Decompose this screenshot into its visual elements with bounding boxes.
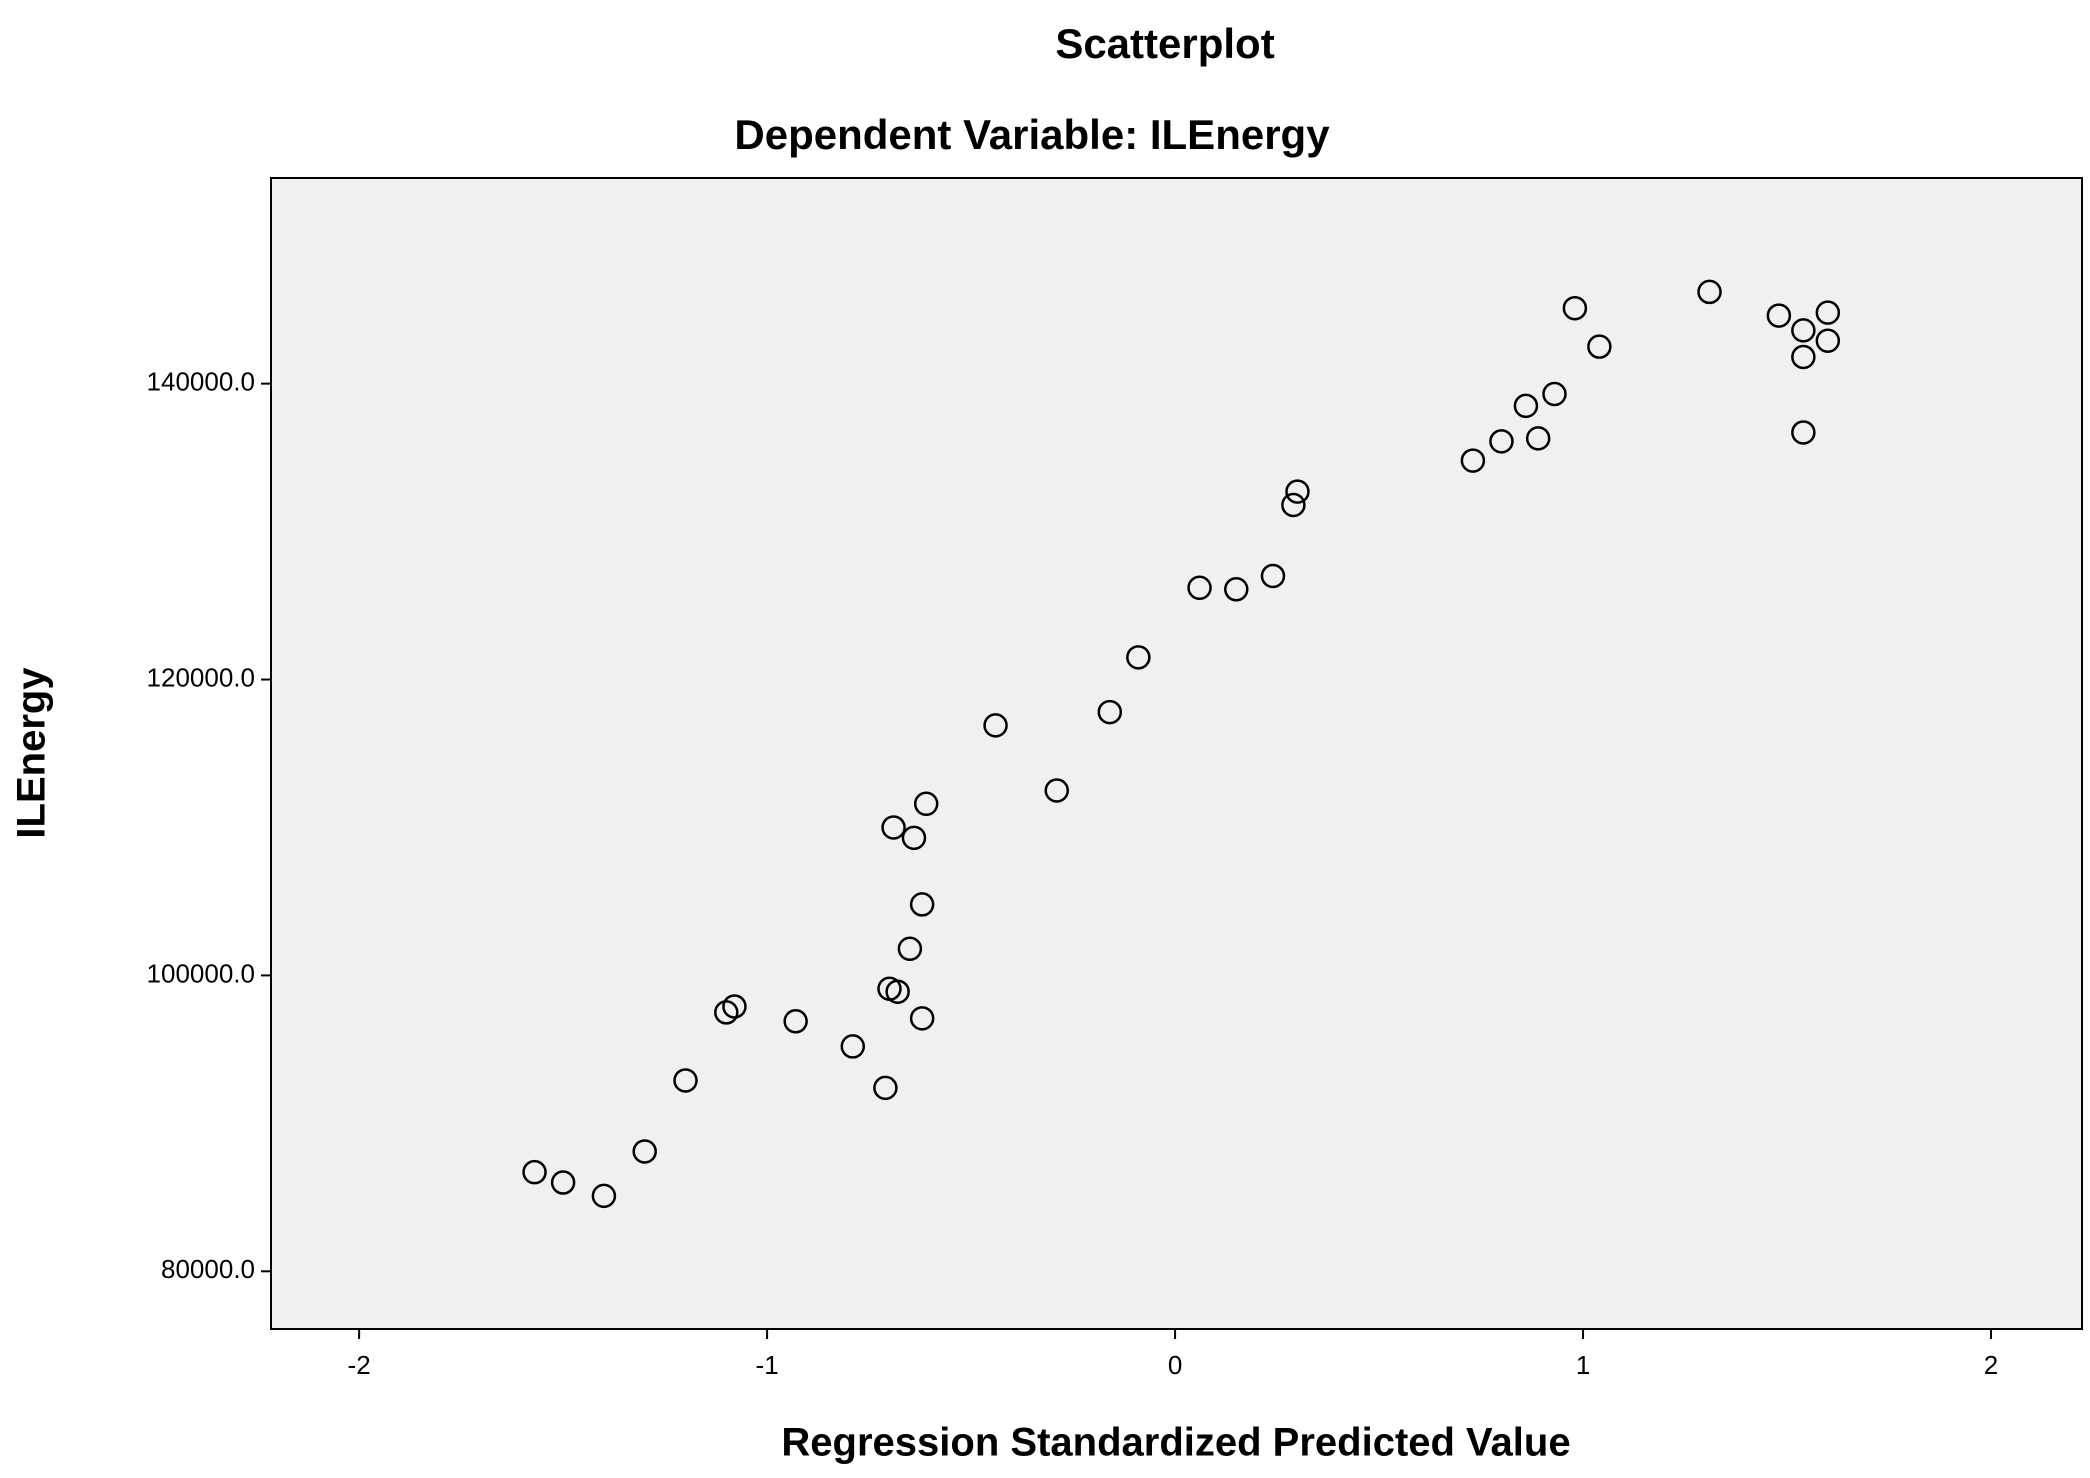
point xyxy=(881,815,906,840)
point xyxy=(1791,344,1816,370)
point xyxy=(522,1159,547,1185)
point xyxy=(1766,303,1792,328)
point xyxy=(1513,393,1539,419)
point xyxy=(840,1034,866,1059)
point xyxy=(897,936,923,962)
point xyxy=(909,1006,935,1031)
point xyxy=(1097,699,1123,725)
point xyxy=(1044,778,1070,803)
point xyxy=(909,892,935,917)
point xyxy=(873,1075,898,1101)
point xyxy=(1542,381,1567,407)
point xyxy=(885,979,910,1004)
point xyxy=(1489,429,1514,454)
y-tick-label: 80000.0 xyxy=(161,1254,255,1284)
x-tick-label: 0 xyxy=(1168,1350,1182,1380)
point xyxy=(783,1009,808,1034)
point xyxy=(632,1139,657,1164)
point xyxy=(983,713,1008,738)
point xyxy=(913,791,939,817)
point xyxy=(722,994,747,1019)
point xyxy=(1587,334,1612,359)
point xyxy=(1815,300,1841,325)
point xyxy=(591,1183,617,1209)
y-tick-label: 100000.0 xyxy=(147,958,255,988)
point xyxy=(1525,426,1551,451)
x-tick-label: 1 xyxy=(1576,1350,1590,1380)
point xyxy=(1187,575,1212,601)
point xyxy=(1460,448,1486,473)
point xyxy=(1697,279,1722,305)
point xyxy=(1791,420,1816,445)
y-tick-label: 140000.0 xyxy=(147,367,255,397)
point xyxy=(901,825,927,851)
chart-subtitle: Dependent Variable: ILEnergy xyxy=(734,111,1330,158)
point xyxy=(550,1170,576,1195)
point xyxy=(1281,492,1306,518)
x-tick-label: -1 xyxy=(756,1350,779,1380)
plot-area xyxy=(270,177,2083,1330)
y-axis-title: ILEnergy xyxy=(10,667,54,839)
x-tick-label: 2 xyxy=(1984,1350,1998,1380)
chart-title: Scatterplot xyxy=(1055,20,1274,67)
point xyxy=(1224,577,1249,602)
point xyxy=(673,1068,698,1093)
point xyxy=(1285,479,1310,504)
x-tick-label: -2 xyxy=(348,1350,371,1380)
point xyxy=(1815,328,1841,353)
point xyxy=(1260,563,1286,589)
point xyxy=(1791,318,1816,343)
x-axis-title: Regression Standardized Predicted Value xyxy=(781,1421,1570,1465)
point xyxy=(1562,295,1588,321)
point xyxy=(1126,645,1151,670)
point xyxy=(714,1000,739,1025)
y-tick-label: 120000.0 xyxy=(147,662,255,692)
